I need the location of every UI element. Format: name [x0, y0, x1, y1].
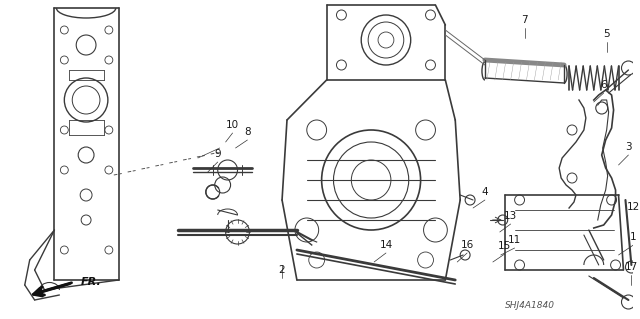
Text: 14: 14 — [380, 240, 392, 250]
Text: 13: 13 — [504, 211, 517, 221]
Text: 3: 3 — [625, 142, 632, 152]
Text: 5: 5 — [604, 29, 610, 39]
Text: 8: 8 — [244, 127, 251, 137]
Text: 9: 9 — [214, 149, 221, 159]
Text: 4: 4 — [482, 187, 488, 197]
Text: 7: 7 — [521, 15, 528, 25]
Text: 1: 1 — [630, 232, 637, 242]
Text: 12: 12 — [627, 202, 640, 212]
Text: 6: 6 — [600, 80, 607, 90]
Text: 10: 10 — [226, 120, 239, 130]
Text: FR.: FR. — [81, 277, 102, 287]
Text: 15: 15 — [498, 241, 511, 251]
Text: 2: 2 — [279, 265, 285, 275]
Text: 16: 16 — [461, 240, 474, 250]
Text: 11: 11 — [508, 235, 521, 245]
Text: 17: 17 — [625, 262, 638, 272]
Text: SHJ4A1840: SHJ4A1840 — [504, 300, 554, 309]
